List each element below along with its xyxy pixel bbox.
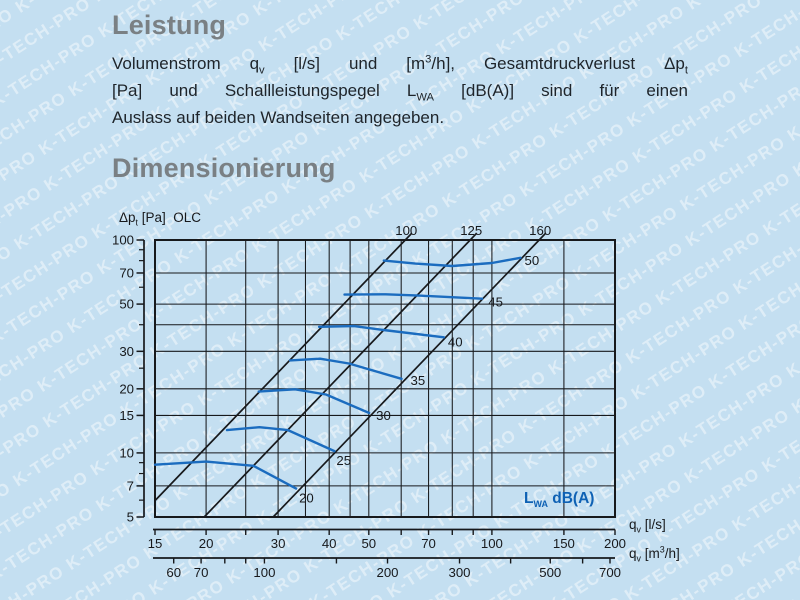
size-line-125 [203,239,471,518]
x-tick-label-ls: 150 [553,536,575,551]
lwa-legend-label: LWA dB(A) [524,490,595,510]
size-line-stub [469,232,478,241]
lwa-curve-label: 30 [376,408,391,423]
x-tick-label-ls: 50 [361,536,376,551]
y-tick-label: 15 [119,408,134,423]
size-line-label: 125 [460,223,482,238]
lwa-curve-25 [225,426,336,453]
y-tick-label: 20 [119,381,134,396]
y-tick-label: 30 [119,344,134,359]
x-tick-label-m3h: 100 [253,565,275,580]
lwa-curve-label: 25 [336,453,351,468]
x-tick-label-m3h: 500 [539,565,561,580]
lwa-curve-30 [257,388,371,415]
y-tick-label: 50 [119,297,134,312]
plot-frame [154,239,616,518]
x-tick-label-ls: 30 [271,536,286,551]
x-tick-label-m3h: 200 [377,565,399,580]
y-tick-label: 100 [112,233,134,248]
lwa-curve-label: 50 [525,253,540,268]
x-tick-label-ls: 40 [322,536,337,551]
x-tick-label-ls: 15 [148,536,163,551]
size-line-stub [404,232,413,241]
y-tick-label: 70 [119,266,134,281]
lwa-curve-45 [343,293,484,300]
section-heading-leistung: Leistung [112,10,227,40]
y-tick-label: 7 [127,478,134,493]
size-line-100 [154,239,406,502]
x-tick-label-m3h: 60 [166,565,181,580]
y-tick-label: 10 [119,446,134,461]
size-line-160 [272,239,540,518]
x-tick-label-ls: 70 [421,536,436,551]
paragraph-line: Auslass auf beiden Wandseiten angegeben. [112,108,445,127]
paragraph-line: Volumenstrom qv [l/s] und [m3/h], Gesamt… [112,53,688,77]
lwa-curve-50 [382,256,522,268]
section-heading-dimensionierung: Dimensionierung [112,153,336,183]
x-tick-label-ls: 20 [199,536,214,551]
lwa-curve-35 [288,357,403,380]
y-tick-label: 5 [127,510,134,525]
lwa-curve-40 [317,324,446,339]
x-axis-title-ls: qv [l/s] [629,517,666,535]
performance-paragraph: Volumenstrom qv [l/s] und [m3/h], Gesamt… [112,50,688,131]
lwa-curve-label: 35 [410,373,425,388]
lwa-curve-label: 20 [299,491,314,506]
lwa-curve-label: 40 [448,334,463,349]
x-tick-label-ls: 200 [604,536,626,551]
lwa-curve-label: 45 [488,295,503,310]
size-line-label: 160 [529,223,551,238]
x-tick-label-m3h: 700 [599,565,621,580]
y-axis-title: Δpt [Pa] OLC [119,210,202,228]
size-line-stub [538,232,547,241]
x-axis-title-m3h: qv [m3/h] [629,544,680,564]
paragraph-line: [Pa] und Schallleistungspegel LWA [dB(A)… [112,81,688,104]
lwa-curve-20 [153,460,298,490]
x-tick-label-ls: 100 [481,536,503,551]
size-line-label: 100 [395,223,417,238]
x-tick-label-m3h: 300 [449,565,471,580]
x-tick-label-m3h: 70 [194,565,209,580]
